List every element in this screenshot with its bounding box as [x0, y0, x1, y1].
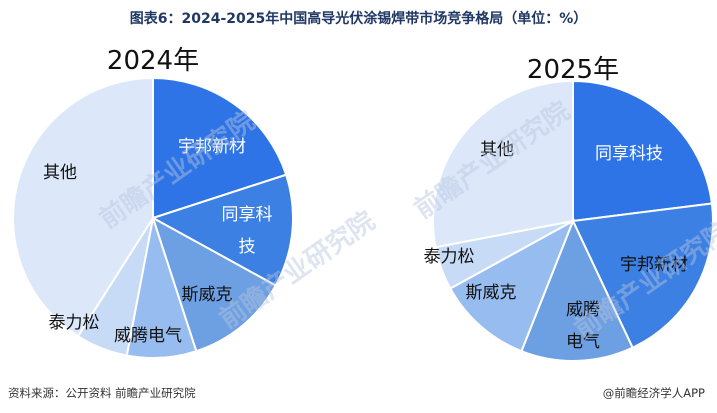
slice-label: 泰力松	[424, 247, 475, 267]
pie-slice	[571, 202, 714, 350]
slice-label: 威腾电气	[566, 300, 600, 352]
slice-label: 斯威克	[466, 283, 517, 303]
slice-label: 同享科技	[222, 205, 273, 257]
pie-slice	[520, 218, 634, 362]
pie-slice	[432, 79, 574, 249]
pie-slice	[150, 173, 294, 287]
pie-slice	[448, 218, 575, 353]
pie-slice	[572, 79, 714, 223]
pie-title: 2024年	[107, 46, 199, 76]
pie-slice	[12, 76, 154, 338]
publisher-mark: @前瞻经济学人APP	[602, 386, 705, 400]
source-note: 资料来源：公开资料 前瞻产业研究院	[8, 386, 196, 400]
slice-label: 泰力松	[49, 313, 100, 333]
slice-label: 同享科技	[595, 144, 663, 164]
slice-label: 斯威克	[182, 285, 233, 305]
pie-slice	[151, 215, 278, 353]
slice-label: 宇邦新材	[178, 137, 246, 157]
pie-slice	[152, 76, 288, 220]
slice-label: 其他	[43, 163, 77, 183]
slice-label: 宇邦新材	[620, 255, 688, 275]
chart-title: 图表6：2024-2025年中国高导光伏涂锡焊带市场竞争格局（单位：%）	[129, 11, 588, 27]
slice-label: 其他	[480, 140, 514, 160]
slice-label: 威腾电气	[114, 326, 182, 346]
